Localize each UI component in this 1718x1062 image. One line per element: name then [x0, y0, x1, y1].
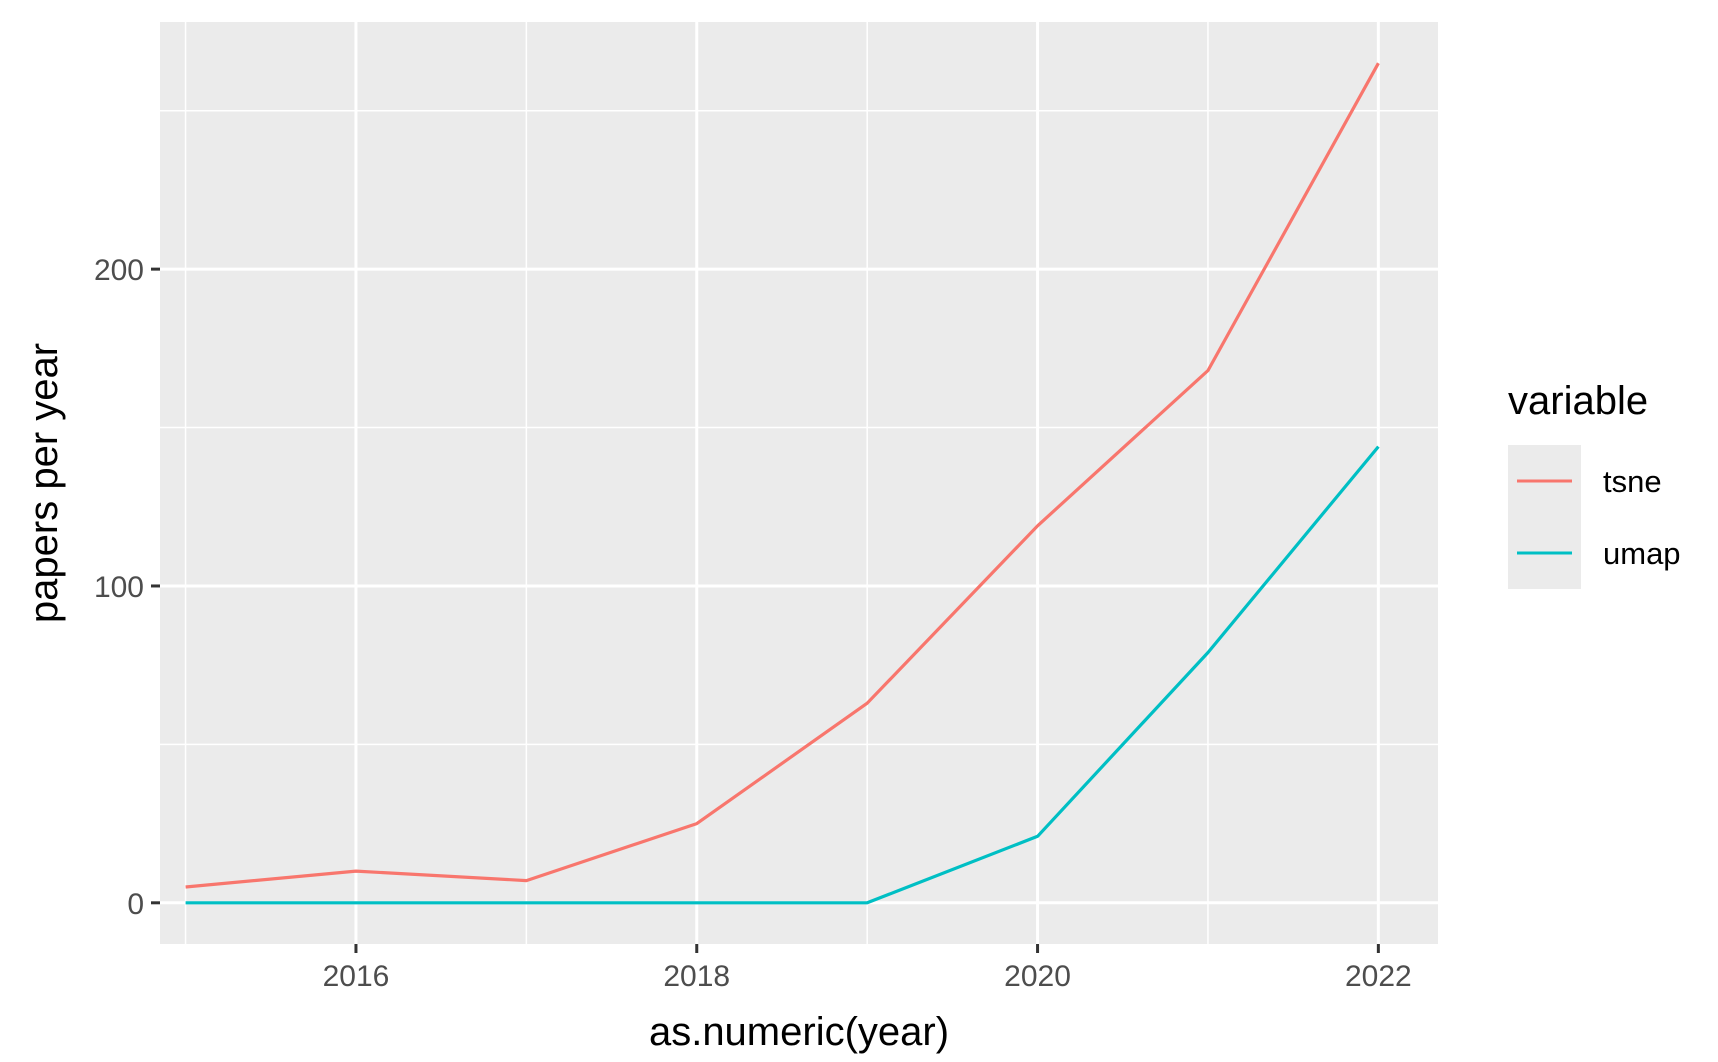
major-gridlines [160, 22, 1438, 944]
y-axis-title: papers per year [22, 343, 66, 623]
legend-label-umap: umap [1603, 536, 1681, 571]
y-tick-label: 0 [127, 888, 144, 921]
series-lines [185, 62, 1380, 905]
x-tick-label: 2016 [323, 960, 390, 993]
axis-ticks [151, 267, 1380, 953]
y-tick-label: 200 [94, 254, 144, 287]
x-tick-label: 2020 [1004, 960, 1071, 993]
legend-key-background [1508, 445, 1581, 589]
minor-gridlines [160, 22, 1438, 944]
x-axis-title: as.numeric(year) [649, 1010, 949, 1054]
x-tick-label: 2018 [663, 960, 730, 993]
y-tick-label: 100 [94, 571, 144, 604]
x-tick-label: 2022 [1345, 960, 1412, 993]
legend-title: variable [1508, 379, 1648, 423]
legend-label-tsne: tsne [1603, 464, 1662, 499]
plot-panel [160, 22, 1438, 944]
series-line-tsne [185, 62, 1380, 889]
legend: variable tsne umap [1508, 379, 1681, 589]
tick-labels: 0 100 200 2016 2018 2020 2022 [94, 254, 1412, 993]
series-line-umap [185, 445, 1380, 905]
